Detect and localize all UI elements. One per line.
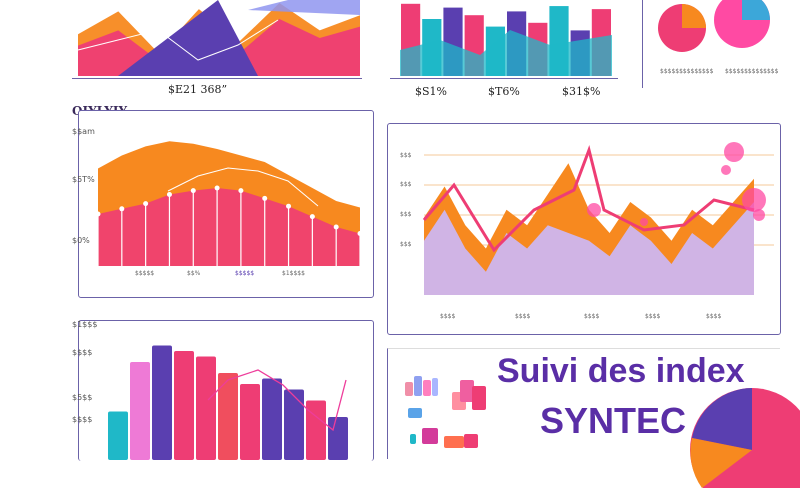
area-series: [118, 0, 258, 76]
mid-right-x-label-4: $$$$: [645, 313, 661, 320]
bottom-left-y-label-2: $$$$: [72, 348, 93, 357]
line-series: [207, 369, 347, 432]
bubble: [640, 218, 648, 226]
mid-right-x-label-2: $$$$: [515, 313, 531, 320]
mini-bar: [408, 408, 422, 418]
top-right-caption-1: $$$$$$$$$$$$$$: [660, 68, 714, 75]
pie-slice: [692, 388, 752, 450]
mid-left-area-chart: [95, 141, 363, 266]
dashboard-title-line-2: SYNTEC: [540, 400, 687, 441]
data-point: [357, 231, 363, 236]
mini-bar: [444, 436, 464, 448]
line-series: [167, 167, 319, 207]
bottom-left-y-label-1: $1$$$: [72, 320, 98, 329]
panel-top-mid: [390, 0, 618, 79]
bottom-left-y-label-3: $5$$: [72, 393, 93, 402]
data-point: [262, 195, 268, 201]
bottom-right-mini-charts: [405, 376, 486, 448]
data-point: [143, 201, 149, 207]
area-series: [424, 202, 754, 295]
data-point: [238, 188, 244, 194]
bar: [174, 351, 194, 460]
bottom-right-pie-chart: [690, 388, 800, 488]
mid-right-x-label-3: $$$$: [584, 313, 600, 320]
area-series: [98, 188, 360, 266]
pie-chart-slice: [682, 4, 706, 28]
data-point: [286, 203, 292, 209]
data-point: [190, 188, 196, 194]
mini-bar: [432, 378, 438, 396]
bubble: [724, 142, 744, 162]
bubble: [587, 203, 601, 217]
mid-left-x-label-4: $1$$$$: [282, 270, 305, 277]
mini-bar: [472, 386, 486, 410]
top-left-label: $E21 368”: [168, 83, 228, 96]
bar: [196, 356, 216, 460]
line-series: [77, 19, 279, 61]
bar: [130, 362, 150, 460]
top-right-pie-charts: [658, 0, 770, 52]
bar: [284, 389, 304, 460]
pie-chart-slice: [742, 0, 770, 20]
mini-bar: [414, 376, 422, 396]
top-mid-label-1: $S1%: [415, 85, 447, 98]
mini-bar: [410, 434, 416, 444]
mid-left-x-label-2: $$%: [187, 270, 201, 277]
panel-top-left: [72, 0, 362, 79]
data-point: [119, 206, 125, 212]
mini-bar: [464, 434, 478, 448]
area-series: [248, 0, 360, 15]
mini-bar: [405, 382, 413, 396]
mid-left-x-label-3: $$$$$: [235, 270, 255, 277]
data-point: [333, 224, 339, 230]
mid-left-y-label-2: $5T%: [72, 175, 95, 184]
bubble: [721, 165, 731, 175]
bottom-left-bar-chart: [108, 345, 348, 460]
mid-left-y-label-3: $0%: [72, 236, 90, 245]
top-mid-label-3: $31$%: [562, 85, 601, 98]
area-overlay: [400, 30, 612, 76]
bubble: [742, 188, 766, 212]
bar: [306, 400, 326, 460]
bar: [262, 378, 282, 460]
panel-top-right: [642, 0, 800, 88]
mid-left-x-label-1: $$$$$: [135, 270, 155, 277]
bar: [108, 411, 128, 460]
mid-right-y-label-3: $$$: [400, 211, 412, 218]
data-point: [166, 192, 172, 197]
mid-right-y-label-4: $$$: [400, 241, 412, 248]
bar: [328, 417, 348, 460]
data-point: [214, 185, 220, 191]
mini-bar: [422, 428, 438, 444]
mid-left-y-label-1: $$am: [72, 127, 95, 136]
mini-bar: [423, 380, 431, 396]
bubble: [753, 209, 765, 221]
top-mid-label-2: $T6%: [488, 85, 520, 98]
mini-bar: [460, 380, 474, 402]
top-left-area-chart: [77, 0, 360, 76]
dashboard-title-line-1: Suivi des index: [497, 352, 745, 390]
mid-right-y-label-1: $$$: [400, 152, 412, 159]
data-point: [309, 214, 315, 220]
mid-right-x-label-1: $$$$: [440, 313, 456, 320]
bar: [152, 345, 172, 460]
data-point: [95, 211, 101, 217]
panel-bottom-right: [387, 348, 780, 459]
top-right-caption-2: $$$$$$$$$$$$$$: [725, 68, 779, 75]
mid-right-y-label-2: $$$: [400, 181, 412, 188]
line-series: [422, 144, 755, 253]
bar: [240, 384, 260, 460]
bottom-left-y-label-4: $$$$: [72, 415, 93, 424]
mid-right-x-label-5: $$$$: [706, 313, 722, 320]
top-mid-bar-chart: [400, 3, 612, 77]
mid-right-area-chart: [422, 142, 774, 295]
bar: [218, 373, 238, 460]
